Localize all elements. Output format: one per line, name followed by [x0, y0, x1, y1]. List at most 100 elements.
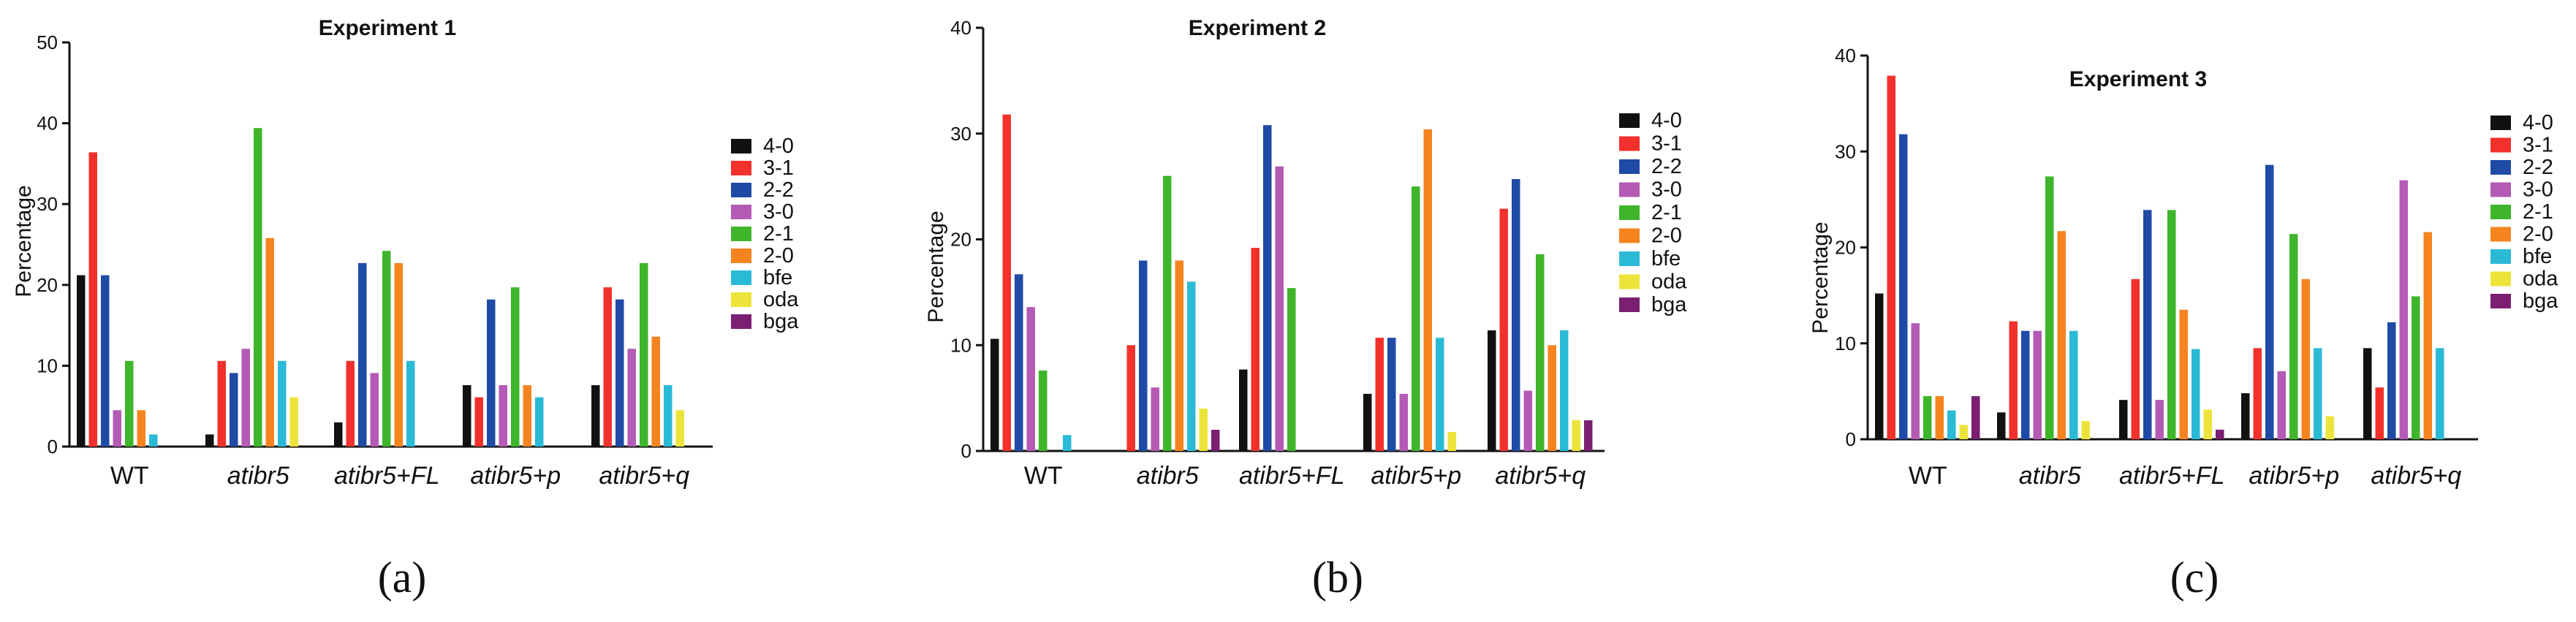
bar-3-0-WT [1026, 307, 1035, 451]
bar-3-1-atibr5 [2009, 321, 2018, 439]
x-category-label: atibr5 [227, 462, 289, 490]
bar-2-1-atibr5+p [2289, 234, 2298, 439]
bar-2-0-atibr5+q [1548, 345, 1556, 451]
y-tick-label: 30 [37, 193, 58, 215]
bar-4-0-atibr5+q [591, 384, 600, 447]
bar-2-1-atibr5+FL [2167, 210, 2176, 439]
legend-label: 3-0 [1651, 178, 1682, 202]
x-category-label: atibr5+FL [1239, 462, 1345, 490]
bar-4-0-atibr5+FL [1239, 369, 1248, 451]
bar-2-2-atibr5 [2021, 330, 2030, 439]
y-axis-label: Percentage [924, 211, 948, 322]
legend-swatch-2-0 [1619, 228, 1640, 243]
bar-4-0-atibr5 [205, 434, 214, 447]
bar-3-1-atibr5+FL [346, 360, 355, 447]
bar-2-0-WT [137, 410, 145, 447]
legend-swatch-2-0 [731, 249, 751, 263]
bar-3-0-atibr5+FL [370, 373, 379, 447]
legend-swatch-bga [2490, 294, 2511, 308]
bar-3-1-atibr5+p [1375, 338, 1384, 451]
bar-3-1-atibr5+p [2253, 348, 2262, 439]
legend-label: bga [763, 310, 799, 333]
bar-4-0-atibr5 [1997, 412, 2006, 439]
bar-4-0-atibr5+q [1488, 330, 1496, 451]
bar-2-0-atibr5+q [651, 336, 660, 447]
legend-label: bga [1651, 293, 1687, 316]
bar-2-2-atibr5+FL [2143, 210, 2152, 439]
bar-bga-atibr5+FL [2216, 429, 2224, 439]
bar-2-2-atibr5 [230, 373, 238, 447]
bar-3-1-WT [88, 152, 97, 447]
legend-label: oda [1651, 270, 1687, 294]
bar-2-2-WT [1899, 134, 1908, 439]
chart-panel-experiment-3: Experiment 3 Percentage (c) 0 10 20 30 40 WT a… [1808, 45, 2558, 602]
x-category-label: atibr5 [1137, 462, 1199, 490]
legend-swatch-oda [1619, 274, 1640, 289]
legend-label: oda [763, 288, 799, 311]
bar-2-2-atibr5+q [615, 299, 624, 447]
bar-2-2-atibr5+p [2265, 164, 2274, 439]
bar-bfe-atibr5+p [2314, 348, 2322, 439]
legend-swatch-4-0 [731, 139, 751, 153]
x-category-label: WT [1024, 462, 1063, 490]
bar-4-0-atibr5+q [2363, 348, 2372, 439]
chart-title: Experiment 1 [319, 16, 456, 40]
legend-swatch-2-1 [2490, 205, 2511, 219]
bar-3-0-atibr5+q [2399, 180, 2408, 439]
bar-2-1-atibr5+p [511, 287, 520, 447]
bar-3-1-WT [1887, 75, 1895, 439]
legend-label: bga [2523, 289, 2558, 313]
bar-oda-atibr5+q [675, 410, 684, 447]
bar-bfe-WT [1063, 435, 1072, 451]
bar-2-2-WT [101, 275, 110, 447]
bar-3-0-atibr5+FL [1275, 166, 1284, 451]
y-axis-label: Percentage [12, 185, 36, 297]
bar-bga-atibr5 [1211, 430, 1220, 451]
bar-2-2-atibr5+FL [358, 262, 367, 447]
y-tick-label: 10 [950, 334, 971, 356]
legend-label: 3-1 [2523, 134, 2553, 157]
bar-bfe-atibr5+q [2436, 348, 2444, 439]
bar-2-1-atibr5+q [2412, 296, 2420, 439]
legend-swatch-2-2 [731, 183, 751, 197]
bar-2-1-atibr5+FL [382, 251, 391, 447]
bar-bfe-WT [149, 434, 158, 447]
bar-3-0-atibr5 [241, 349, 250, 447]
legend-label: 3-0 [763, 200, 794, 224]
bar-bfe-atibr5+FL [406, 360, 415, 447]
legend-swatch-3-1 [2490, 137, 2511, 153]
legend-swatch-2-0 [2490, 227, 2511, 242]
legend-label: 3-1 [1651, 132, 1682, 156]
bar-2-2-atibr5+p [1387, 338, 1396, 451]
bar-3-0-atibr5+q [627, 349, 636, 447]
chart-title: Experiment 3 [2069, 67, 2207, 91]
bar-2-0-atibr5 [1175, 260, 1183, 451]
bar-4-0-atibr5+FL [334, 422, 343, 447]
x-category-label: atibr5 [2019, 462, 2081, 490]
legend-label: 4-0 [763, 134, 794, 158]
x-category-label: atibr5+p [1371, 462, 1461, 490]
panel-label: (b) [1312, 553, 1363, 602]
bar-3-1-atibr5+FL [2131, 278, 2140, 439]
legend-label: 2-2 [2523, 156, 2553, 179]
bar-bfe-atibr5 [1187, 281, 1196, 451]
y-tick-label: 40 [950, 17, 971, 39]
bar-4-0-atibr5+p [463, 384, 471, 447]
y-tick-label: 0 [1846, 428, 1856, 450]
panel-label: (c) [2170, 553, 2219, 602]
bar-oda-atibr5+FL [2203, 409, 2212, 439]
y-tick-label: 30 [1835, 140, 1856, 162]
bar-2-1-atibr5 [2045, 176, 2054, 439]
legend-label: 2-0 [763, 244, 794, 268]
legend-swatch-3-0 [731, 205, 751, 219]
bar-3-1-atibr5 [217, 360, 226, 447]
bar-2-1-WT [1923, 395, 1932, 439]
bar-bfe-atibr5+p [1436, 338, 1444, 451]
legend-swatch-bfe [1619, 251, 1640, 266]
y-tick-label: 10 [37, 354, 58, 376]
bar-3-1-WT [1002, 114, 1011, 451]
y-tick-label: 10 [1835, 333, 1856, 354]
legend-label: 2-0 [1651, 224, 1682, 248]
bar-2-1-atibr5+FL [1287, 288, 1296, 451]
